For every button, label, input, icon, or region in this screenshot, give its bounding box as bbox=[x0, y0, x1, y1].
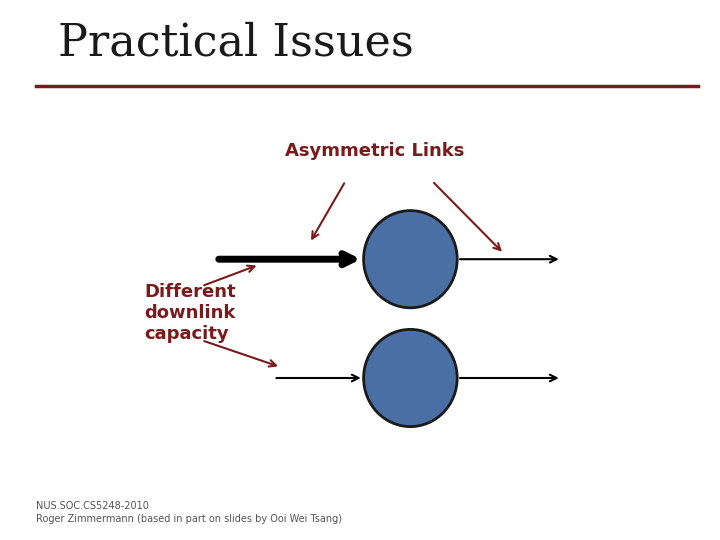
Text: Different
downlink
capacity: Different downlink capacity bbox=[144, 284, 235, 343]
Ellipse shape bbox=[364, 329, 457, 427]
Ellipse shape bbox=[364, 211, 457, 308]
Text: Practical Issues: Practical Issues bbox=[58, 22, 413, 65]
Text: Asymmetric Links: Asymmetric Links bbox=[284, 142, 464, 160]
Text: NUS.SOC.CS5248-2010
Roger Zimmermann (based in part on slides by Ooi Wei Tsang): NUS.SOC.CS5248-2010 Roger Zimmermann (ba… bbox=[36, 501, 342, 524]
